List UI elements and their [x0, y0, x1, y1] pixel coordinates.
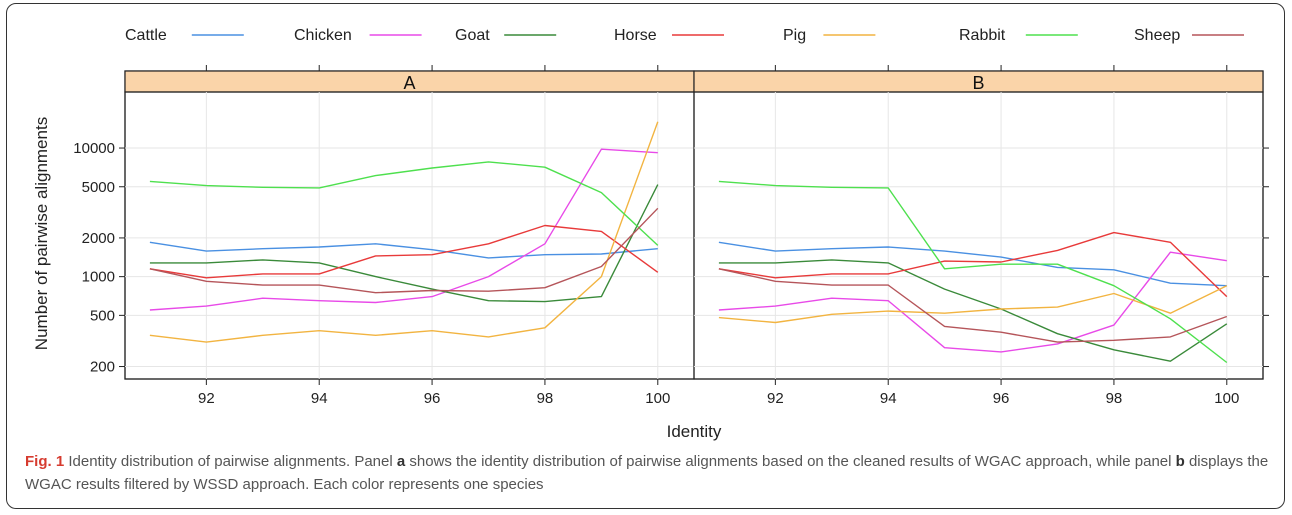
x-tick-label: 94 — [311, 390, 328, 407]
legend-label-rabbit: Rabbit — [959, 27, 1006, 44]
panel-title-b: B — [972, 73, 984, 93]
series-line-a-horse — [149, 224, 659, 279]
figure-frame: Cattle Chicken Goat Horse Pig Rabbit Sheep A 92 9… — [6, 3, 1285, 509]
caption-text-1: Identity distribution of pairwise alignm… — [64, 453, 397, 470]
x-tick-label: 98 — [1106, 390, 1123, 407]
series-line-b-horse — [718, 231, 1228, 298]
y-tick-label: 5000 — [82, 179, 115, 196]
series-line-b-sheep — [718, 268, 1228, 343]
x-tick-label: 96 — [993, 390, 1010, 407]
y-tick-label: 200 — [90, 359, 115, 376]
line-chart: Cattle Chicken Goat Horse Pig Rabbit Sheep A 92 9… — [32, 27, 1269, 441]
y-axis-title: Number of pairwise alignments — [32, 117, 51, 350]
y-tick-label: 2000 — [82, 230, 115, 247]
x-tick-label: 92 — [198, 390, 215, 407]
x-axis-title: Identity — [667, 422, 722, 441]
series-line-a-cattle — [149, 241, 658, 259]
caption-panel-a: a — [396, 453, 406, 470]
series-line-a-pig — [149, 121, 659, 343]
legend-label-pig: Pig — [783, 27, 806, 44]
series-line-b-rabbit — [718, 180, 1228, 364]
series-line-b-cattle — [718, 241, 1227, 287]
series-line-a-rabbit — [149, 161, 659, 246]
legend-label-horse: Horse — [614, 27, 657, 44]
panel-plot-area-b — [693, 91, 1264, 380]
y-tick-label: 500 — [90, 307, 115, 324]
legend-label-cattle: Cattle — [125, 27, 167, 44]
series-line-a-sheep — [149, 207, 659, 294]
caption-text-2: shows the identity distribution of pairw… — [405, 453, 1176, 470]
legend-label-chicken: Chicken — [294, 27, 352, 44]
caption-figure-label: Fig. 1 — [25, 453, 65, 470]
y-tick-label: 1000 — [82, 269, 115, 286]
x-tick-label: 92 — [767, 390, 784, 407]
panel-title-a: A — [403, 73, 415, 93]
figure-caption: Fig. 1 Identity distribution of pairwise… — [25, 450, 1275, 496]
caption-text-3: displays the WGAC results filtered by WS… — [25, 453, 1269, 493]
series-line-a-goat — [149, 184, 659, 303]
legend-label-sheep: Sheep — [1134, 27, 1180, 44]
series-line-b-pig — [718, 285, 1228, 324]
series-line-b-chicken — [718, 251, 1227, 353]
x-tick-label: 100 — [1214, 390, 1239, 407]
x-tick-label: 98 — [537, 390, 554, 407]
x-tick-label: 94 — [880, 390, 897, 407]
panel-plot-area-a — [124, 91, 695, 380]
series-line-b-goat — [718, 259, 1228, 362]
caption-panel-b: b — [1175, 453, 1185, 470]
legend-label-goat: Goat — [455, 27, 490, 44]
x-tick-label: 100 — [645, 390, 670, 407]
x-tick-label: 96 — [424, 390, 441, 407]
y-tick-label: 10000 — [73, 140, 115, 157]
series-line-a-chicken — [149, 148, 658, 311]
